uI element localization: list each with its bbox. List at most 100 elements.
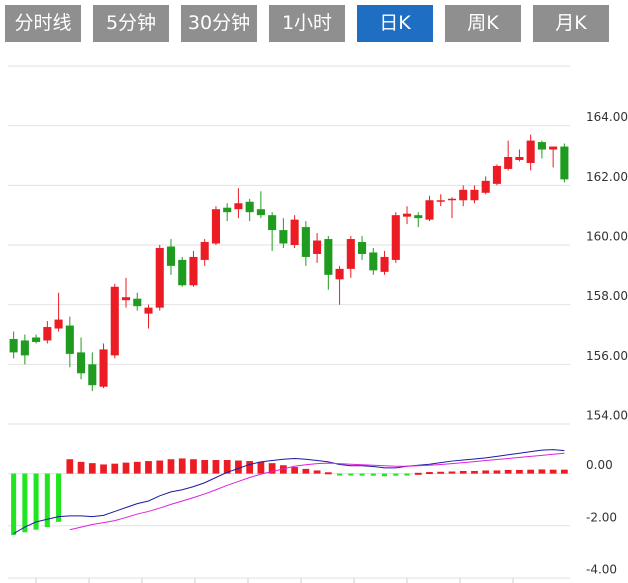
macd-bar <box>471 470 478 474</box>
candle-body <box>515 156 524 160</box>
macd-bar <box>561 469 568 474</box>
macd-bar <box>111 463 119 474</box>
candle-body <box>77 352 86 374</box>
candle-body <box>178 259 187 286</box>
macd-bar <box>382 473 388 477</box>
x-axis-ticks <box>35 578 514 583</box>
candle-body <box>358 242 367 254</box>
macd-bar <box>527 469 535 474</box>
candle-body <box>391 215 400 260</box>
tab[interactable]: 1小时 <box>269 5 345 42</box>
tab[interactable]: 日K <box>357 5 433 42</box>
macd-bar <box>291 467 298 474</box>
tab[interactable]: 周K <box>445 5 521 42</box>
macd-bar <box>359 473 365 476</box>
macd-bar <box>393 473 399 476</box>
macd-bar <box>122 462 130 474</box>
candle-body <box>234 203 243 210</box>
macd-bar <box>257 461 265 474</box>
candle-body <box>436 200 445 202</box>
macd-bar <box>493 470 501 474</box>
macd-bar <box>100 464 107 474</box>
macd-bar <box>404 473 410 476</box>
macd-bar <box>414 472 422 475</box>
period-tabs: 分时线 5分钟 30分钟 1小时 日K 周K 月K <box>5 5 609 42</box>
candle-body <box>481 180 490 193</box>
y-tick-label: 162.00 <box>586 170 628 184</box>
tab[interactable]: 30分钟 <box>181 5 257 42</box>
candle-body <box>470 189 479 201</box>
candle-body <box>560 146 569 180</box>
candle-body <box>279 230 288 244</box>
macd-bar <box>280 465 287 474</box>
macd-bar <box>235 460 242 474</box>
macd-bar <box>370 473 376 476</box>
y-tick-label: 158.00 <box>586 289 628 303</box>
candle-body <box>380 256 389 272</box>
macd-bar <box>88 463 96 474</box>
candle-body <box>133 298 142 307</box>
candle-body <box>155 247 164 308</box>
macd-bar <box>145 461 152 474</box>
macd-bar <box>482 470 490 474</box>
macd-bar <box>156 460 164 474</box>
candle-body <box>9 338 18 353</box>
macd-bar <box>302 468 310 474</box>
candle-body <box>414 215 423 219</box>
candle-body <box>324 239 333 275</box>
candle-body <box>54 319 63 329</box>
candle-body <box>43 327 52 341</box>
macd-bar <box>504 469 512 474</box>
candle-body <box>313 240 322 254</box>
candle-body <box>526 140 535 163</box>
candle-body <box>121 297 131 301</box>
tab[interactable]: 分时线 <box>5 5 81 42</box>
macd-bar <box>223 460 231 474</box>
candle-body <box>166 246 176 266</box>
macd-line <box>69 452 565 531</box>
candle-body <box>32 337 41 342</box>
macd-bar <box>11 473 17 535</box>
candle-body <box>346 239 355 269</box>
candle-body <box>20 340 29 356</box>
y-tick-label: 160.00 <box>586 230 628 244</box>
macd-bar <box>178 458 186 474</box>
macd-line <box>13 449 565 535</box>
candle-body <box>492 165 501 184</box>
y-tick-label: 156.00 <box>586 349 628 363</box>
macd-bar <box>201 460 209 474</box>
candle-body <box>447 198 457 201</box>
candle-body <box>256 209 265 216</box>
candle-body <box>504 156 513 169</box>
candle-body <box>268 215 277 231</box>
candle-body <box>425 200 434 220</box>
candle-body <box>65 325 74 354</box>
macd-bar <box>348 473 354 476</box>
macd-bar <box>459 470 467 474</box>
macd-bar <box>437 471 445 474</box>
candle-body <box>459 189 468 201</box>
candle-body <box>245 201 254 213</box>
candle-body <box>144 307 153 314</box>
macd-bar <box>538 469 546 474</box>
tab[interactable]: 月K <box>533 5 609 42</box>
macd-bar <box>337 473 343 476</box>
macd-bar <box>313 470 321 474</box>
macd-bar <box>268 463 276 474</box>
macd-bar <box>44 473 50 528</box>
tab[interactable]: 5分钟 <box>93 5 169 42</box>
candle-body <box>99 349 108 387</box>
candle-body <box>549 146 558 150</box>
y-tick-label: 154.00 <box>586 409 628 423</box>
macd-bar <box>33 473 39 530</box>
macd-bar <box>212 460 220 474</box>
macd-bar <box>549 469 557 474</box>
candle-body <box>223 207 232 213</box>
macd-bar <box>246 461 254 474</box>
candle-body <box>402 213 412 217</box>
candle-body <box>537 142 546 150</box>
candle-body <box>301 227 310 257</box>
macd-bar <box>324 472 332 475</box>
